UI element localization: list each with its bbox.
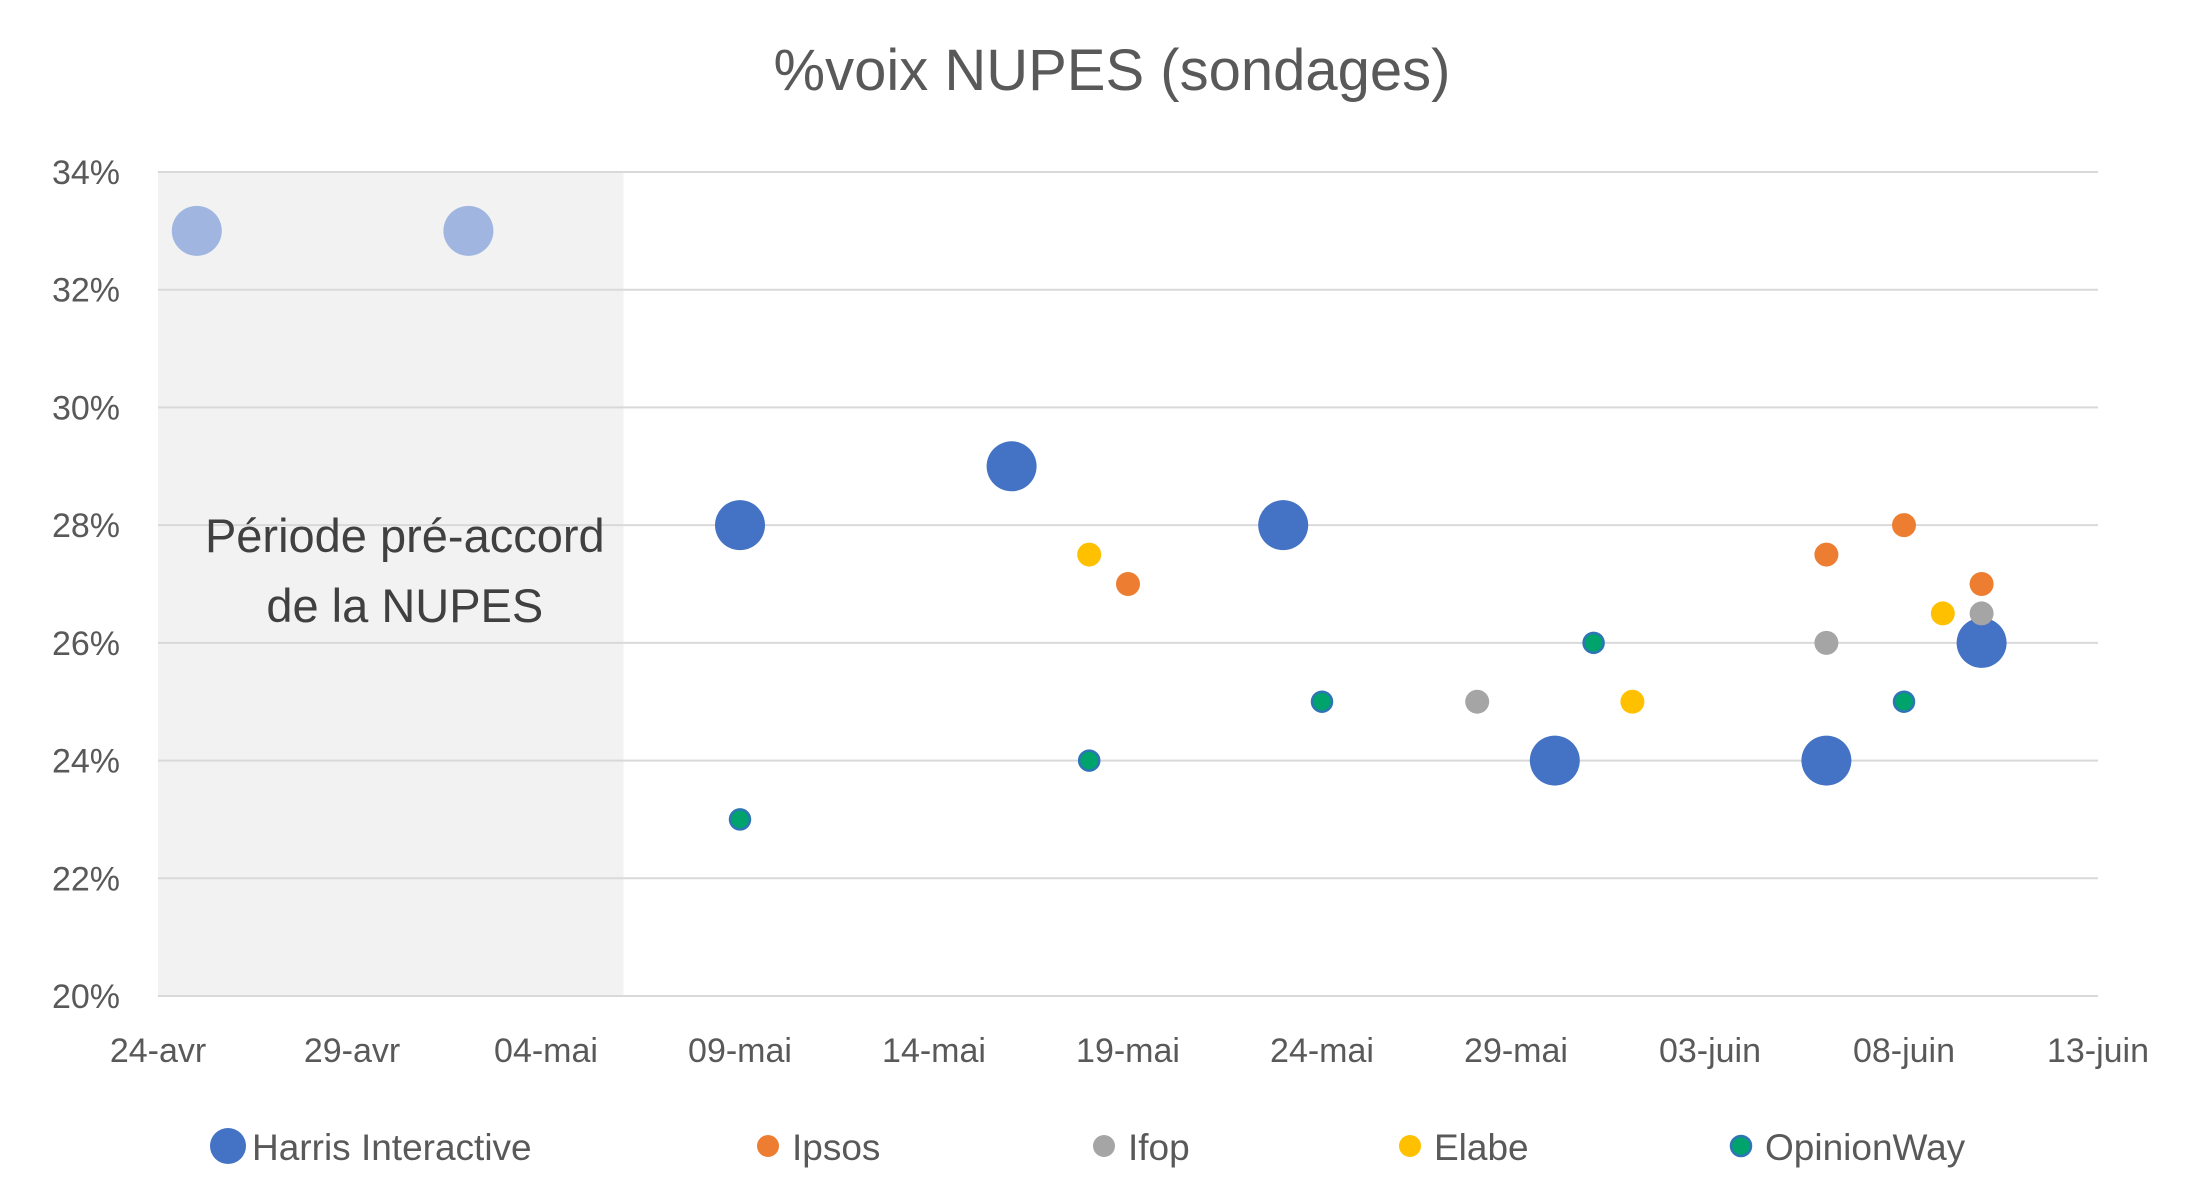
data-point (1116, 572, 1140, 596)
y-gridlines (158, 171, 2098, 997)
x-tick-label: 19-mai (1076, 1032, 1180, 1070)
data-point (1620, 689, 1645, 714)
x-tick-label: 13-juin (2047, 1032, 2149, 1070)
data-point (1956, 617, 2007, 668)
legend-marker (210, 1128, 246, 1164)
y-tick-label: 24% (52, 743, 120, 781)
x-tick-label: 14-mai (882, 1032, 986, 1070)
y-axis-ticks: 20% 22% 24% 26% 28% 30% 32% 34% (52, 154, 120, 1016)
legend-marker (757, 1135, 779, 1157)
y-tick-label: 34% (52, 154, 120, 192)
legend-marker (1729, 1134, 1753, 1158)
data-point (715, 500, 765, 551)
data-point (1801, 735, 1852, 786)
pre-accord-label-line: de la NUPES (266, 579, 543, 632)
x-tick-label: 24-mai (1270, 1032, 1374, 1070)
data-point (1969, 601, 1994, 626)
data-point (1814, 630, 1839, 655)
pre-accord-label-line: Période pré-accord (205, 509, 605, 562)
x-tick-label: 29-avr (304, 1032, 400, 1070)
y-tick-label: 32% (52, 272, 120, 310)
pre-accord-region (158, 172, 624, 996)
data-point (1892, 513, 1916, 538)
x-tick-label: 03-juin (1659, 1032, 1761, 1070)
data-point (1077, 542, 1102, 567)
data-point (1258, 500, 1309, 551)
data-points (171, 205, 2007, 831)
x-axis-ticks: 24-avr 29-avr 04-mai 09-mai 14-mai 19-mai 24-m… (110, 1032, 2149, 1070)
legend-label: Ifop (1128, 1127, 1190, 1168)
pre-accord-shading (158, 172, 624, 996)
legend-marker (1399, 1135, 1421, 1157)
y-tick-label: 22% (52, 860, 120, 898)
legend-label: Harris Interactive (252, 1127, 532, 1168)
data-point (1582, 631, 1605, 655)
legend: Harris Interactive Ipsos Ifop Elabe OpinionW… (210, 1127, 1966, 1168)
y-tick-label: 26% (52, 625, 120, 663)
x-tick-label: 08-juin (1853, 1032, 1955, 1070)
data-point (1465, 689, 1490, 714)
legend-label: Elabe (1434, 1127, 1529, 1168)
data-point (1930, 601, 1955, 626)
data-point (1892, 690, 1916, 713)
data-point (171, 205, 222, 256)
data-point (443, 205, 494, 256)
x-tick-label: 29-mai (1464, 1032, 1568, 1070)
data-point (728, 808, 752, 831)
legend-label: Ipsos (792, 1127, 880, 1168)
data-point (1310, 690, 1334, 713)
data-point (986, 441, 1037, 492)
data-point (1529, 735, 1580, 786)
x-tick-label: 09-mai (688, 1032, 792, 1070)
data-point (1969, 572, 1994, 596)
chart-title: %voix NUPES (sondages) (774, 38, 1451, 103)
legend-marker (1093, 1135, 1115, 1157)
legend-label: OpinionWay (1765, 1127, 1966, 1168)
x-tick-label: 04-mai (494, 1032, 598, 1070)
data-point (1814, 542, 1839, 567)
x-tick-label: 24-avr (110, 1032, 206, 1070)
y-tick-label: 28% (52, 507, 120, 545)
y-tick-label: 30% (52, 389, 120, 427)
data-point (1077, 749, 1101, 772)
pre-accord-label: Période pré-accord de la NUPES (205, 509, 605, 632)
y-tick-label: 20% (52, 978, 120, 1016)
